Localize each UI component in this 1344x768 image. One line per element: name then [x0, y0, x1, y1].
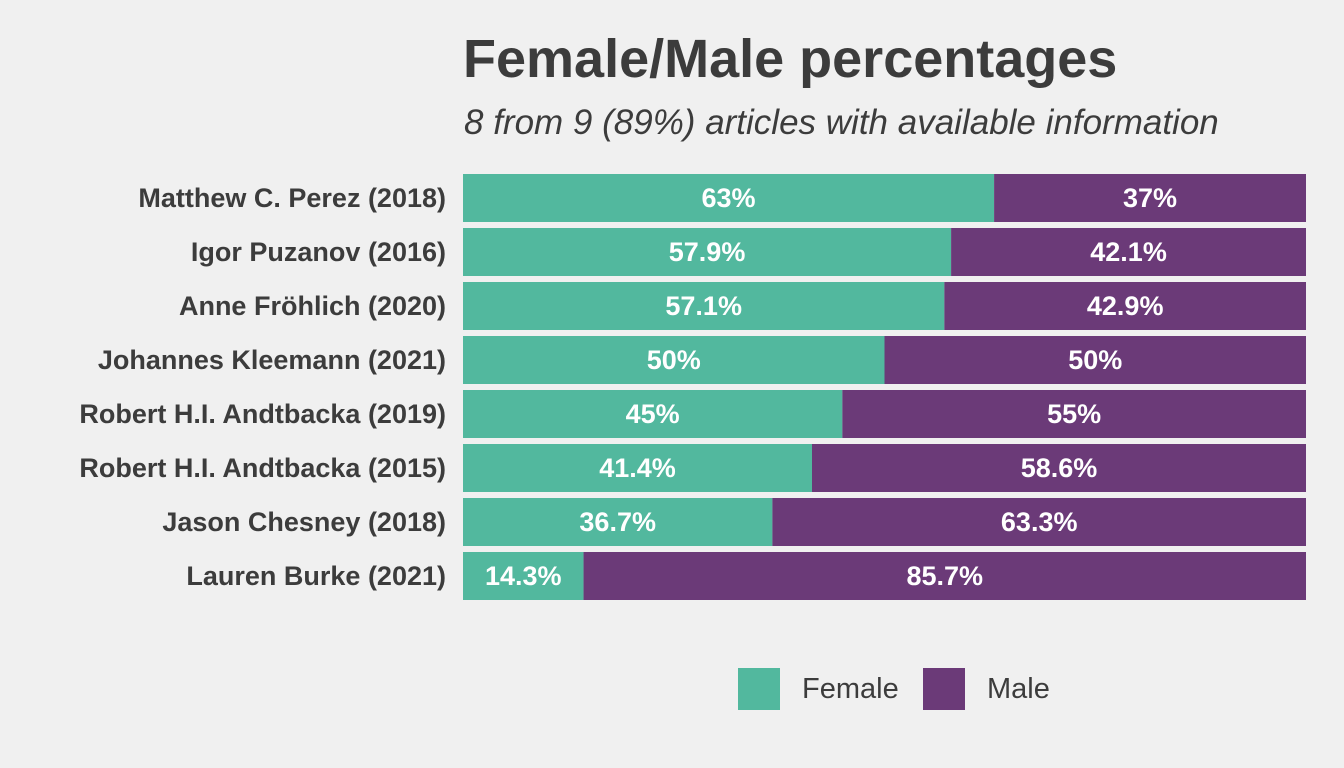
legend: Female Male: [738, 668, 1050, 710]
chart-title: Female/Male percentages: [463, 29, 1118, 89]
category-label: Matthew C. Perez (2018): [138, 183, 446, 213]
data-label-male: 63.3%: [1001, 507, 1078, 537]
chart-subtitle: 8 from 9 (89%) articles with available i…: [464, 103, 1219, 142]
bar-female: [463, 282, 945, 330]
data-label-male: 58.6%: [1021, 453, 1098, 483]
category-label: Jason Chesney (2018): [162, 507, 446, 537]
category-label: Lauren Burke (2021): [186, 561, 446, 591]
bar-female: [463, 552, 584, 600]
bar-female: [463, 336, 885, 384]
category-label: Johannes Kleemann (2021): [98, 345, 446, 375]
data-label-male: 42.9%: [1087, 291, 1164, 321]
bar-male: [812, 444, 1306, 492]
bar-male: [884, 336, 1306, 384]
legend-label-male: Male: [987, 673, 1050, 705]
bar-female: [463, 498, 773, 546]
data-label-female: 57.1%: [665, 291, 742, 321]
bar-female: [463, 228, 952, 276]
category-label: Robert H.I. Andtbacka (2015): [79, 453, 446, 483]
bar-male: [994, 174, 1306, 222]
bar-male: [951, 228, 1306, 276]
data-label-female: 14.3%: [485, 561, 562, 591]
bar-female: [463, 174, 995, 222]
data-label-female: 57.9%: [669, 237, 746, 267]
category-label: Igor Puzanov (2016): [191, 237, 446, 267]
bar-male: [772, 498, 1306, 546]
bar-male: [944, 282, 1306, 330]
data-label-male: 37%: [1123, 183, 1177, 213]
data-label-female: 45%: [626, 399, 680, 429]
bar-male: [583, 552, 1306, 600]
data-label-female: 36.7%: [579, 507, 656, 537]
labels-layer: Matthew C. Perez (2018) 63% 37% Igor Puzano…: [79, 183, 1177, 591]
category-label: Anne Fröhlich (2020): [179, 291, 446, 321]
bar-male: [842, 390, 1306, 438]
legend-swatch-male: [923, 668, 965, 710]
legend-swatch-female: [738, 668, 780, 710]
bars-layer: [463, 174, 1306, 600]
legend-label-female: Female: [802, 673, 899, 705]
data-label-male: 55%: [1047, 399, 1101, 429]
data-label-male: 50%: [1068, 345, 1122, 375]
bar-female: [463, 390, 843, 438]
category-label: Robert H.I. Andtbacka (2019): [79, 399, 446, 429]
data-label-female: 50%: [647, 345, 701, 375]
data-label-male: 85.7%: [906, 561, 983, 591]
data-label-female: 41.4%: [599, 453, 676, 483]
data-label-female: 63%: [702, 183, 756, 213]
bar-female: [463, 444, 813, 492]
data-label-male: 42.1%: [1090, 237, 1167, 267]
